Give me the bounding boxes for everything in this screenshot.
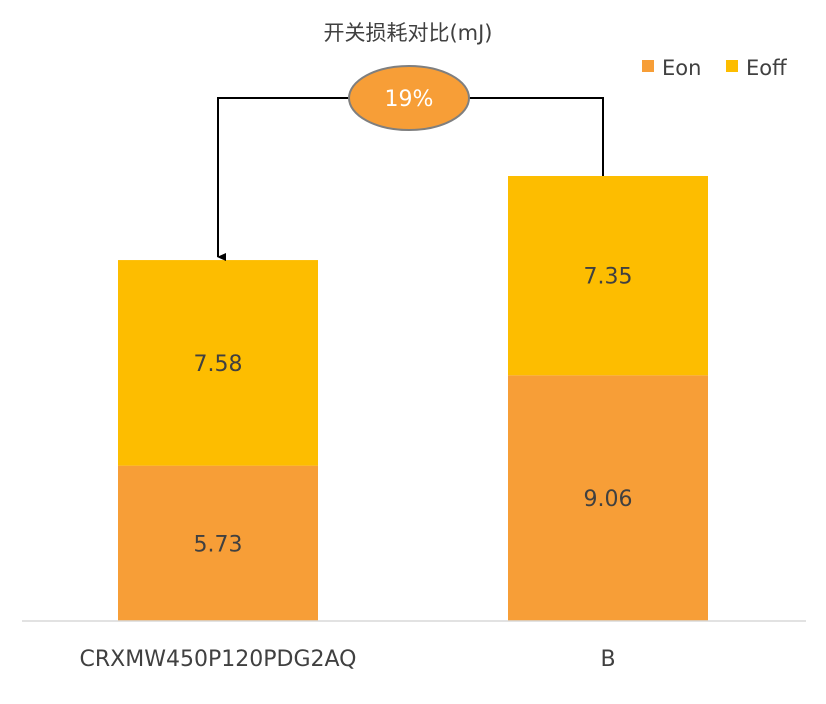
plot-area: 5.73 7.58 9.06 7.35 [118, 176, 708, 621]
percent-annotation-text: 19% [385, 87, 434, 112]
legend-label-eoff: Eoff [746, 56, 787, 80]
data-label-eoff-0: 7.58 [194, 352, 243, 377]
data-label-eoff-1: 7.35 [584, 265, 633, 290]
bar-eon-0 [118, 465, 318, 621]
percent-annotation-bubble [348, 65, 470, 131]
data-label-eon-1: 9.06 [584, 487, 633, 512]
legend-swatch-eon [642, 60, 654, 72]
bar-eon-1 [508, 375, 708, 621]
legend-label-eon: Eon [662, 56, 701, 80]
legend-swatch-eoff [726, 60, 738, 72]
chart-title: 开关损耗对比(mJ) [323, 21, 492, 45]
bar-eoff-1 [508, 176, 708, 376]
data-label-eon-0: 5.73 [194, 532, 243, 557]
x-tick-label-0: CRXMW450P120PDG2AQ [80, 647, 357, 672]
x-tick-label-1: B [600, 647, 615, 672]
legend: Eon Eoff [642, 56, 787, 80]
bar-eoff-0 [118, 260, 318, 466]
